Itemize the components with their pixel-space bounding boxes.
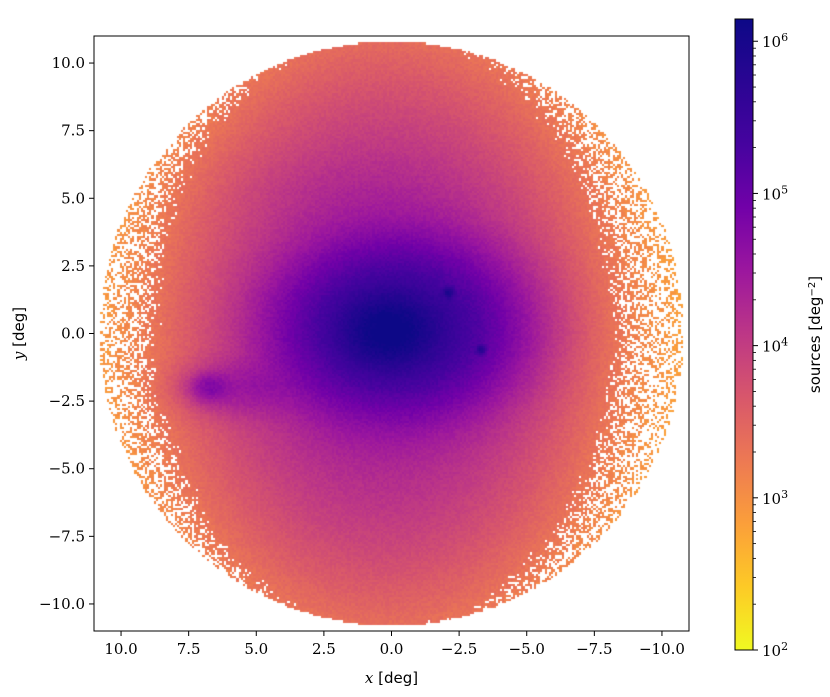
y-tick-label: 5.0 [61, 189, 85, 207]
x-tick-label: 5.0 [244, 640, 268, 658]
y-tick-label: 10.0 [52, 54, 85, 72]
x-tick-label: −10.0 [639, 640, 685, 658]
x-tick-label: 0.0 [380, 640, 404, 658]
colorbar-ticks: 102 103 104 105 106 [753, 31, 788, 660]
y-tick-label: 0.0 [61, 325, 85, 343]
colorbar-tick-label: 102 [762, 640, 788, 661]
y-tick-label: 7.5 [61, 122, 85, 140]
colorbar-tick-label: 105 [762, 183, 788, 204]
x-tick-label: −5.0 [509, 640, 545, 658]
colorbar-gradient [734, 18, 754, 651]
x-tick-label: 7.5 [177, 640, 201, 658]
colorbar-tick-label: 104 [762, 335, 788, 356]
y-tick-label: −5.0 [49, 460, 85, 478]
colorbar-tick-label: 106 [762, 31, 788, 52]
x-tick-label: 2.5 [312, 640, 336, 658]
x-tick-label: 10.0 [104, 640, 137, 658]
x-axis-ticks: 10.0 7.5 5.0 2.5 0.0 −2.5 −5.0 −7.5 −10.0 [104, 631, 685, 658]
colorbar-tick-label: 103 [762, 487, 788, 508]
x-axis-label: x [deg] [365, 669, 418, 687]
x-tick-label: −7.5 [576, 640, 612, 658]
x-tick-label: −2.5 [441, 640, 477, 658]
y-axis-ticks: 10.0 7.5 5.0 2.5 0.0 −2.5 −5.0 −7.5 −10.0 [39, 54, 94, 613]
density-heatmap [94, 36, 689, 631]
plot-area [93, 35, 690, 632]
y-tick-label: −10.0 [39, 595, 85, 613]
y-tick-label: 2.5 [61, 257, 85, 275]
colorbar: 102 103 104 105 106 sources [deg−2] [734, 18, 824, 660]
y-tick-label: −7.5 [49, 527, 85, 545]
y-tick-label: −2.5 [49, 392, 85, 410]
y-axis-label: y [deg] [10, 307, 28, 361]
colorbar-label: sources [deg−2] [806, 276, 824, 393]
